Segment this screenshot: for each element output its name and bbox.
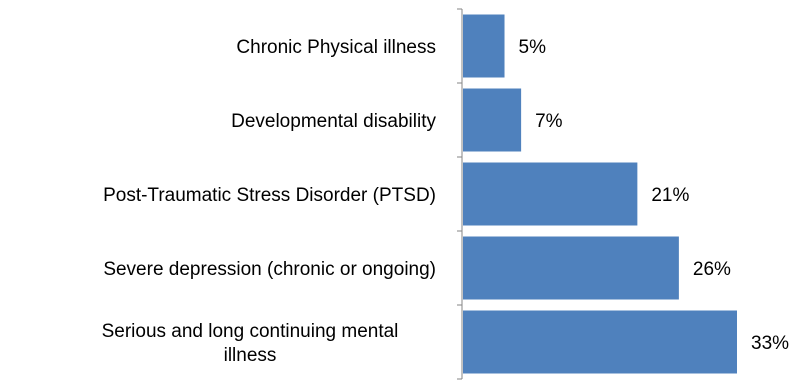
bar (463, 162, 638, 226)
category-labels: Chronic Physical illness Developmental di… (102, 37, 437, 366)
category-label: Serious and long continuing mental illnes… (102, 321, 399, 366)
data-label: 5% (519, 37, 547, 58)
data-label: 7% (535, 111, 563, 132)
category-label-line: illness (224, 345, 277, 366)
data-label: 33% (751, 333, 789, 354)
category-label-text: Post-Traumatic Stress Disorder (PTSD) (103, 185, 436, 206)
category-label-text: Severe depression (chronic or ongoing) (103, 259, 436, 280)
category-label-text: Chronic Physical illness (236, 37, 436, 58)
bar (463, 236, 679, 300)
data-label: 26% (693, 259, 731, 280)
category-label: Developmental disability (231, 111, 436, 132)
category-label: Chronic Physical illness (236, 37, 436, 58)
bar (463, 88, 522, 152)
bar (463, 14, 505, 78)
bar-series (463, 14, 737, 374)
chart-axis (457, 8, 463, 380)
category-label: Post-Traumatic Stress Disorder (PTSD) (103, 185, 436, 206)
category-label-line: Serious and long continuing mental (102, 321, 399, 342)
category-label: Severe depression (chronic or ongoing) (103, 259, 436, 280)
category-label-text: Developmental disability (231, 111, 436, 132)
data-label: 21% (651, 185, 689, 206)
data-labels: 5% 7% 21% 26% 33% (519, 37, 790, 354)
bar (463, 310, 737, 374)
